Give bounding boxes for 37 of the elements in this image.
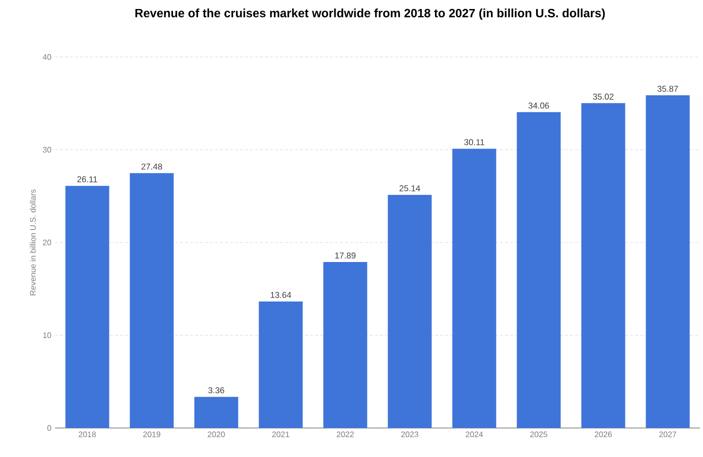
x-tick-label: 2022 bbox=[336, 432, 354, 438]
data-label: 27.48 bbox=[142, 164, 162, 170]
data-label: 35.02 bbox=[592, 94, 614, 100]
bar bbox=[65, 186, 110, 428]
bar bbox=[646, 95, 690, 428]
bar bbox=[323, 262, 368, 428]
data-label: 13.64 bbox=[270, 292, 292, 298]
y-tick-label: 10 bbox=[43, 332, 52, 338]
bar bbox=[516, 112, 561, 428]
bar bbox=[452, 148, 496, 428]
data-label: 25.14 bbox=[400, 185, 420, 192]
y-axis-title: Revenue in billion U.S. dollars bbox=[30, 189, 36, 296]
x-tick-label: 2019 bbox=[143, 432, 160, 438]
y-tick-label: 40 bbox=[42, 54, 52, 60]
bar bbox=[130, 173, 174, 428]
x-tick-label: 2026 bbox=[594, 432, 612, 438]
data-label: 17.89 bbox=[335, 252, 356, 259]
chart-title: Revenue of the cruises market worldwide from 2018 to 2027 (in billion U.S. dollars) bbox=[135, 8, 605, 20]
y-tick-label: 30 bbox=[42, 146, 52, 153]
y-tick-label: 20 bbox=[42, 240, 52, 246]
x-tick-label: 2025 bbox=[530, 432, 548, 438]
bar bbox=[581, 103, 626, 428]
x-tick-label: 2020 bbox=[208, 432, 225, 438]
data-label: 34.06 bbox=[528, 102, 550, 109]
data-label: 3.36 bbox=[208, 387, 224, 394]
x-tick-label: 2024 bbox=[466, 432, 483, 438]
x-tick-label: 2027 bbox=[659, 432, 676, 438]
data-label: 35.87 bbox=[657, 86, 678, 92]
data-label: 26.11 bbox=[77, 176, 98, 182]
bar bbox=[194, 396, 238, 428]
y-tick-label: 0 bbox=[47, 425, 52, 431]
data-label: 30.11 bbox=[464, 139, 484, 146]
bar bbox=[258, 301, 303, 428]
bar bbox=[388, 194, 432, 428]
x-tick-label: 2023 bbox=[401, 432, 418, 438]
x-tick-label: 2021 bbox=[272, 432, 290, 438]
x-tick-label: 2018 bbox=[78, 432, 96, 438]
